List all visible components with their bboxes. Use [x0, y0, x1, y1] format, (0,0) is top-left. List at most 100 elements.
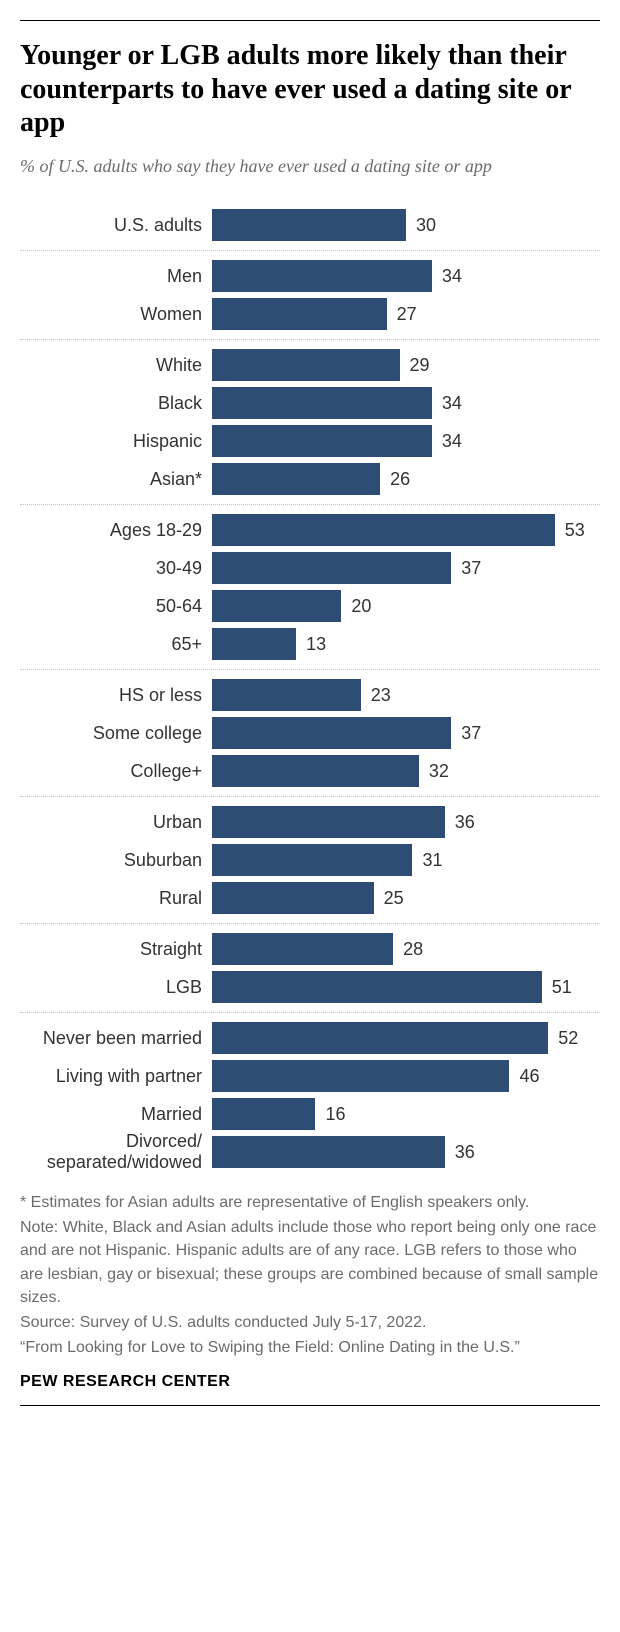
bar-area: 29 [212, 346, 600, 384]
bar-value: 28 [403, 939, 423, 960]
bar-value: 52 [558, 1028, 578, 1049]
row-label: Black [20, 393, 212, 414]
bar [212, 933, 393, 965]
bar-area: 26 [212, 460, 600, 498]
chart-row: Men34 [20, 257, 600, 295]
bar-area: 34 [212, 384, 600, 422]
bar-value: 36 [455, 1142, 475, 1163]
chart-row: Ages 18-2953 [20, 511, 600, 549]
bar [212, 298, 387, 330]
chart-group: Straight 28 LGB51 [20, 924, 600, 1013]
bar-area: 27 [212, 295, 600, 333]
chart-row: White 29 [20, 346, 600, 384]
bar [212, 1098, 315, 1130]
bar-area: 32 [212, 752, 600, 790]
row-label: Divorced/ separated/widowed [20, 1131, 212, 1172]
chart-row: Never been married 52 [20, 1019, 600, 1057]
bar-value: 32 [429, 761, 449, 782]
bar-area: 52 [212, 1019, 600, 1057]
bar-area: 36 [212, 803, 600, 841]
chart-row: U.S. adults 30 [20, 206, 600, 244]
bar-area: 36 [212, 1133, 600, 1171]
bar-value: 16 [325, 1104, 345, 1125]
bar-area: 13 [212, 625, 600, 663]
bar-value: 53 [565, 520, 585, 541]
footnote-line: Source: Survey of U.S. adults conducted … [20, 1311, 600, 1334]
bar-value: 31 [422, 850, 442, 871]
bar-chart: U.S. adults30Men34Women27White29Black34H… [20, 200, 600, 1177]
row-label: Suburban [20, 850, 212, 871]
bar-area: 30 [212, 206, 600, 244]
top-rule [20, 20, 600, 21]
row-label: Rural [20, 888, 212, 909]
bar [212, 590, 341, 622]
chart-row: Living with partner46 [20, 1057, 600, 1095]
chart-row: 50-6420 [20, 587, 600, 625]
bar-value: 34 [442, 431, 462, 452]
bar [212, 628, 296, 660]
bar-value: 25 [384, 888, 404, 909]
chart-row: Asian* 26 [20, 460, 600, 498]
bar-value: 51 [552, 977, 572, 998]
bar-area: 28 [212, 930, 600, 968]
chart-row: LGB51 [20, 968, 600, 1006]
bar [212, 463, 380, 495]
bar [212, 882, 374, 914]
row-label: Hispanic [20, 431, 212, 452]
row-label: Women [20, 304, 212, 325]
bar [212, 260, 432, 292]
row-label: White [20, 355, 212, 376]
chart-row: Married16 [20, 1095, 600, 1133]
bar [212, 209, 406, 241]
bar-area: 20 [212, 587, 600, 625]
chart-group: HS or less23Some college37College+32 [20, 670, 600, 797]
chart-row: Urban 36 [20, 803, 600, 841]
row-label: Urban [20, 812, 212, 833]
bar-value: 26 [390, 469, 410, 490]
chart-title: Younger or LGB adults more likely than t… [20, 39, 600, 140]
chart-group: U.S. adults 30 [20, 200, 600, 251]
row-label: College+ [20, 761, 212, 782]
bar-area: 37 [212, 714, 600, 752]
footnote-line: * Estimates for Asian adults are represe… [20, 1191, 600, 1214]
bar-area: 51 [212, 968, 600, 1006]
footnote-line: Note: White, Black and Asian adults incl… [20, 1216, 600, 1309]
bar-value: 36 [455, 812, 475, 833]
source-name: PEW RESEARCH CENTER [20, 1373, 600, 1406]
bar [212, 679, 361, 711]
bar [212, 971, 542, 1003]
row-label: 30-49 [20, 558, 212, 579]
row-label: Some college [20, 723, 212, 744]
bar [212, 1136, 445, 1168]
chart-group: Never been married 52 Living with partner4… [20, 1013, 600, 1177]
bar [212, 514, 555, 546]
row-label: 65+ [20, 634, 212, 655]
chart-row: Some college37 [20, 714, 600, 752]
bar [212, 717, 451, 749]
bar [212, 806, 445, 838]
bar [212, 349, 400, 381]
footnote-line: “From Looking for Love to Swiping the Fi… [20, 1336, 600, 1359]
row-label: Straight [20, 939, 212, 960]
chart-group: Men34 Women27 [20, 251, 600, 340]
bar [212, 387, 432, 419]
row-label: Asian* [20, 469, 212, 490]
bar-value: 29 [410, 355, 430, 376]
bar-area: 25 [212, 879, 600, 917]
bar-value: 30 [416, 215, 436, 236]
bar-area: 23 [212, 676, 600, 714]
bar-value: 46 [519, 1066, 539, 1087]
row-label: Men [20, 266, 212, 287]
row-label: Never been married [20, 1028, 212, 1049]
bar-value: 23 [371, 685, 391, 706]
bar-area: 53 [212, 511, 600, 549]
chart-row: Hispanic 34 [20, 422, 600, 460]
bar [212, 1022, 548, 1054]
chart-row: Straight 28 [20, 930, 600, 968]
row-label: U.S. adults [20, 215, 212, 236]
bar [212, 1060, 509, 1092]
chart-row: 65+13 [20, 625, 600, 663]
bar-area: 31 [212, 841, 600, 879]
footnotes: * Estimates for Asian adults are represe… [20, 1187, 600, 1359]
bar [212, 755, 419, 787]
